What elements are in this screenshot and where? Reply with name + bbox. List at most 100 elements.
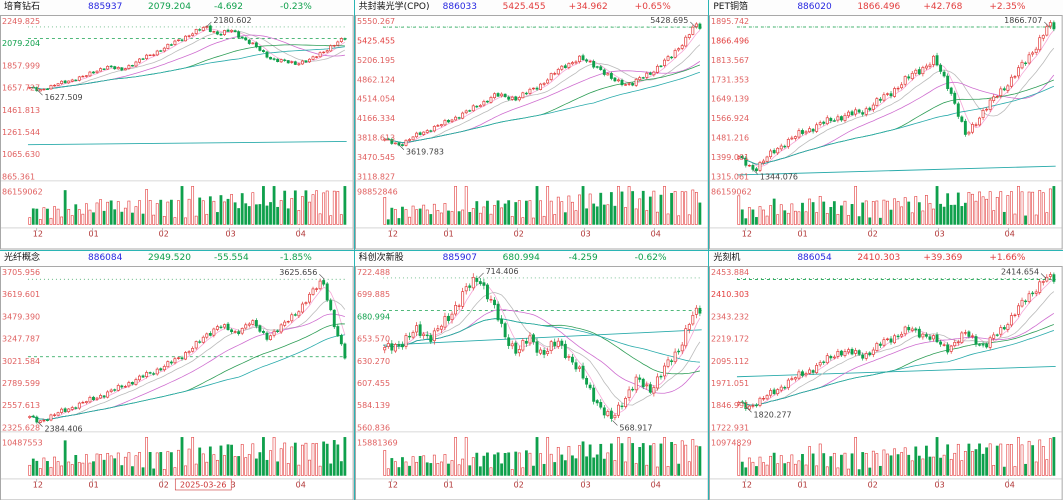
x-tick-label: 01 <box>798 229 808 238</box>
stock-panel-pet-tongbo: PET铜箔 886020 1866.496 +42.768 +2.35% 189… <box>709 0 1063 250</box>
percent-change: +2.35% <box>989 2 1026 12</box>
y-axis-labels: 1895.742 1866.496 1813.567 1731.353 1649.139… <box>711 17 752 196</box>
chart-border <box>709 15 1063 250</box>
index-code[interactable]: 886084 <box>88 252 123 263</box>
long-term-ma-line <box>382 328 702 346</box>
y-tick-label: 560.836 <box>357 423 390 432</box>
ma-12-line <box>384 44 700 143</box>
candles <box>737 20 1056 173</box>
x-tick-label: 12 <box>387 480 397 489</box>
x-tick-label: 04 <box>296 480 306 489</box>
y-tick-label: 2079.204 <box>2 39 40 48</box>
x-axis-labels: 12 01 02 03 04 <box>387 478 661 489</box>
ma-45-line <box>29 322 345 420</box>
percent-change: +1.66% <box>989 252 1026 263</box>
annotation-text: 714.406 <box>485 266 518 275</box>
percent-change: -0.62% <box>634 252 667 263</box>
annotation-text: 1866.707 <box>1005 16 1043 25</box>
price-change: -55.554 <box>214 252 249 263</box>
volume-scale-label: 86159062 <box>2 187 43 196</box>
volume-bars <box>383 436 701 476</box>
y-tick-label: 1399.001 <box>711 153 749 162</box>
y-tick-label: 3818.613 <box>357 134 395 143</box>
x-tick-label: 01 <box>443 480 453 489</box>
panel-header: 共封装光学(CPO) 886033 5425.455 +34.962 +0.65… <box>354 0 709 15</box>
x-tick-label: 03 <box>935 229 945 238</box>
y-tick-label: 1461.813 <box>2 106 40 115</box>
candlestick-chart[interactable]: 5550.267 5425.455 5206.195 4862.124 4514.054… <box>354 15 709 250</box>
index-code[interactable]: 886033 <box>442 2 478 12</box>
y-tick-label: 4514.054 <box>357 95 395 104</box>
y-tick-label: 1846.991 <box>711 401 749 410</box>
y-tick-label: 865.361 <box>2 172 35 181</box>
y-tick-label: 2343.232 <box>711 312 749 321</box>
candlestick-chart[interactable]: 1895.742 1866.496 1813.567 1731.353 1649.139… <box>709 15 1063 250</box>
ma-5-line <box>29 28 346 90</box>
y-tick-label: 2095.112 <box>711 356 749 365</box>
date-text: 2025-03-26 <box>180 480 226 489</box>
index-name[interactable]: 光刻机 <box>713 252 741 263</box>
candlestick-chart[interactable]: 2453.884 2410.303 2343.232 2219.172 2095.112… <box>709 265 1063 500</box>
x-tick-label: 02 <box>513 229 523 238</box>
annotation-text: 3619.783 <box>406 148 444 157</box>
y-tick-label: 1866.496 <box>711 36 749 45</box>
long-term-ma-line <box>27 141 347 146</box>
x-axis-labels: 12 01 02 03 04 <box>742 478 1015 489</box>
volume-bars <box>28 436 347 476</box>
x-axis-labels: 12 01 02 03 04 <box>33 227 306 238</box>
volume-scale-label: 15881369 <box>357 438 398 447</box>
index-code[interactable]: 885907 <box>442 252 478 263</box>
volume-scale-label: 10974829 <box>711 438 752 447</box>
candles <box>737 271 1056 411</box>
x-tick-label: 02 <box>868 229 878 238</box>
annotation-text: 3625.656 <box>279 268 317 277</box>
annotation-min: 2384.406 <box>37 420 83 433</box>
x-axis-labels: 12 01 02 03 04 <box>387 227 661 238</box>
candlestick-chart[interactable]: 2249.825 2079.204 1857.999 1657.727 1461.813… <box>0 15 354 250</box>
panel-header: 科创次新股 885907 680.994 -4.259 -0.62% <box>354 250 709 266</box>
ma-lines <box>384 282 700 414</box>
y-tick-label: 2410.303 <box>711 290 749 299</box>
index-name[interactable]: 培育钻石 <box>4 2 41 12</box>
y-tick-label: 4862.124 <box>357 75 395 84</box>
y-tick-label: 2789.599 <box>2 378 40 387</box>
ma-12-line <box>29 30 346 90</box>
x-tick-label: 01 <box>89 480 99 489</box>
x-tick-label: 04 <box>1005 480 1015 489</box>
index-code[interactable]: 886020 <box>797 2 832 12</box>
y-tick-label: 5425.455 <box>357 36 395 45</box>
candles <box>28 278 347 424</box>
y-tick-label: 3118.827 <box>357 172 395 181</box>
x-tick-label: 02 <box>868 480 878 489</box>
y-tick-label: 630.270 <box>357 356 390 365</box>
index-name[interactable]: PET铜箔 <box>713 2 748 12</box>
volume-scale-label: 86159062 <box>711 187 752 196</box>
ma-60-line <box>384 71 700 143</box>
candlestick-chart[interactable]: 722.488 699.885 680.994 653.570 630.270 607.4… <box>354 265 709 500</box>
ma-12-line <box>739 47 1055 165</box>
annotation-max: 5428.695 <box>650 16 696 28</box>
index-name[interactable]: 科创次新股 <box>358 252 404 263</box>
index-name[interactable]: 共封装光学(CPO) <box>358 2 430 12</box>
index-code[interactable]: 885937 <box>88 2 123 12</box>
y-tick-label: 607.455 <box>357 378 390 387</box>
annotation-max: 714.406 <box>478 266 518 278</box>
y-tick-label: 1261.544 <box>2 128 40 137</box>
annotation-text: 1627.509 <box>45 93 83 102</box>
candlestick-chart[interactable]: 3705.956 3619.601 3479.390 3247.787 3021.584… <box>0 265 354 500</box>
ma-45-line <box>29 44 345 90</box>
index-code[interactable]: 886054 <box>797 252 832 263</box>
ma-lines <box>384 30 700 144</box>
ma-60-line <box>384 317 700 363</box>
x-tick-label: 03 <box>935 480 945 489</box>
index-name[interactable]: 光纤概念 <box>4 252 41 263</box>
panel-header: 培育钻石 885937 2079.204 -4.692 -0.23% <box>0 0 354 15</box>
x-tick-label: 12 <box>387 229 397 238</box>
x-tick-label: 02 <box>513 480 523 489</box>
x-tick-label: 12 <box>742 480 752 489</box>
ma-lines <box>29 28 346 90</box>
x-tick-label: 01 <box>798 480 808 489</box>
y-tick-label: 653.570 <box>357 334 390 343</box>
annotation-text: 5428.695 <box>650 16 688 25</box>
y-tick-label: 1315.061 <box>711 172 749 181</box>
